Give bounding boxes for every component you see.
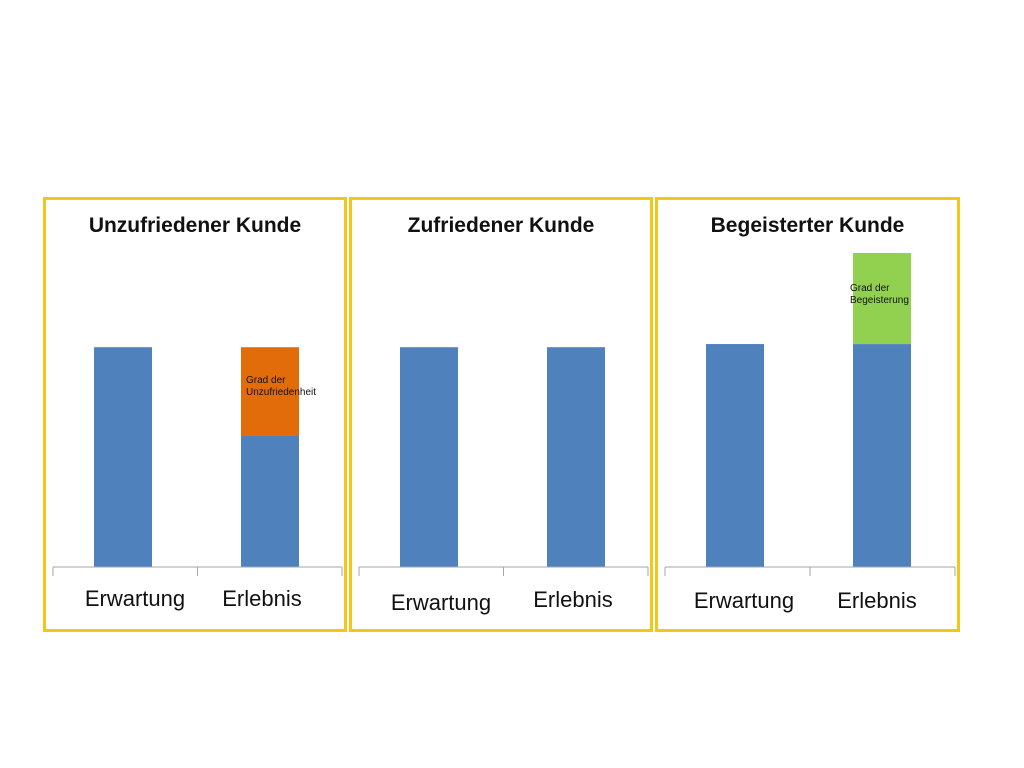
- category-label-erwartung: Erwartung: [84, 586, 186, 611]
- chart-title: Unzufriedener Kunde: [88, 214, 302, 237]
- category-label-erwartung: Erwartung: [390, 590, 492, 615]
- segment-label-unzufriedenheit: Grad der Unzufriedenheit: [246, 375, 317, 398]
- category-label-erlebnis: Erlebnis: [837, 588, 917, 613]
- bar-erlebnis-segment-0: [853, 344, 911, 567]
- bar-erlebnis-segment-1: [241, 347, 299, 436]
- bar-erlebnis-segment-0: [241, 435, 299, 567]
- chart-title: Zufriedener Kunde: [407, 214, 595, 237]
- chart-title: Begeisterter Kunde: [710, 214, 905, 237]
- chart-panel-unzufrieden: Unzufriedener Kunde Erwartung Erlebnis G…: [43, 197, 347, 632]
- chart-plot: [664, 253, 956, 576]
- chart-plot: [52, 347, 343, 576]
- category-label-erlebnis: Erlebnis: [222, 586, 302, 611]
- chart-panel-begeistert: Begeisterter Kunde Erwartung Erlebnis Gr…: [655, 197, 960, 632]
- bar-erwartung-segment-0: [94, 347, 152, 567]
- bar-erlebnis-segment-1: [853, 253, 911, 345]
- chart-panel-zufrieden: Zufriedener Kunde Erwartung Erlebnis: [349, 197, 653, 632]
- chart-plot: [358, 347, 649, 576]
- bar-erwartung-segment-0: [706, 344, 764, 567]
- bar-erlebnis-segment-0: [547, 347, 605, 567]
- bar-erwartung-segment-0: [400, 347, 458, 567]
- category-label-erlebnis: Erlebnis: [533, 587, 613, 612]
- category-label-erwartung: Erwartung: [693, 588, 795, 613]
- segment-label-begeisterung: Grad der Begeisterung: [850, 283, 909, 306]
